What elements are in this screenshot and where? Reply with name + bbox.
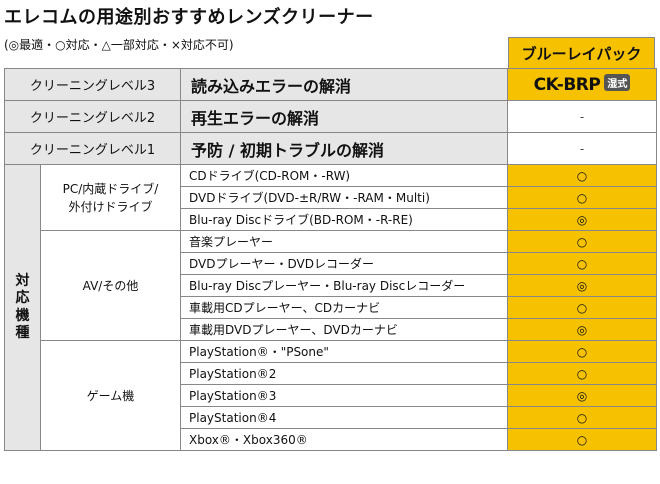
device-name: CDドライブ(CD-ROM・-RW)	[180, 164, 508, 187]
device-row: PlayStation®2 ○	[5, 362, 657, 385]
device-mark: ○	[507, 340, 657, 363]
device-mark: ○	[507, 164, 657, 187]
device-row: Blu-ray Discプレーヤー・Blu-ray Discレコーダー ◎	[5, 274, 657, 297]
device-name: Blu-ray Discプレーヤー・Blu-ray Discレコーダー	[180, 274, 508, 297]
device-name: 車載用DVDプレーヤー、DVDカーナビ	[180, 318, 508, 341]
device-name: 音楽プレーヤー	[180, 230, 508, 253]
device-mark: ○	[507, 406, 657, 429]
side-label: 対応機種	[15, 272, 30, 342]
device-name: Blu-ray Discドライブ(BD-ROM・-R-RE)	[180, 208, 508, 231]
device-row: Xbox®・Xbox360® ○	[5, 428, 657, 451]
recommendation-table: クリーニングレベル3 読み込みエラーの解消 CK-BRP 湿式 クリーニングレベル…	[4, 68, 657, 165]
device-name: PlayStation®3	[180, 384, 508, 407]
category-line2: 外付けドライブ	[68, 199, 153, 214]
level-mark: -	[507, 132, 657, 165]
level-label: クリーニングレベル2	[4, 100, 181, 133]
wet-type-badge: 湿式	[604, 74, 631, 91]
device-mark: ◎	[507, 208, 657, 231]
level-title: 読み込みエラーの解消	[180, 68, 508, 101]
device-table: 対応機種 PC/内蔵ドライブ/ 外付けドライブ CDドライブ(CD-ROM・-R…	[4, 164, 657, 451]
device-mark: ◎	[507, 274, 657, 297]
product-model: CK-BRP	[533, 75, 601, 95]
device-row: PlayStation®3 ◎	[5, 384, 657, 407]
level-label: クリーニングレベル3	[4, 68, 181, 101]
device-name: DVDドライブ(DVD-±R/RW・-RAM・Multi)	[180, 186, 508, 209]
device-row: 車載用CDプレーヤー、CDカーナビ ○	[5, 296, 657, 319]
level-label: クリーニングレベル1	[4, 132, 181, 165]
device-mark: ○	[507, 362, 657, 385]
device-name: Xbox®・Xbox360®	[180, 428, 508, 451]
device-row: DVDドライブ(DVD-±R/RW・-RAM・Multi) ○	[5, 186, 657, 209]
page-title: エレコムの用途別おすすめレンズクリーナー	[4, 7, 374, 28]
device-name: DVDプレーヤー・DVDレコーダー	[180, 252, 508, 275]
level-mark: -	[507, 100, 657, 133]
product-header: ブルーレイパック	[508, 37, 655, 69]
level-row-3: クリーニングレベル3 読み込みエラーの解消 CK-BRP 湿式	[4, 68, 657, 101]
level-title: 予防 / 初期トラブルの解消	[180, 132, 508, 165]
device-row: AV/その他 音楽プレーヤー ○	[5, 230, 657, 341]
level-row-1: クリーニングレベル1 予防 / 初期トラブルの解消 -	[4, 132, 657, 165]
device-row: 対応機種 PC/内蔵ドライブ/ 外付けドライブ CDドライブ(CD-ROM・-R…	[4, 164, 657, 451]
device-name: PlayStation®2	[180, 362, 508, 385]
product-model-cell: CK-BRP 湿式	[507, 68, 657, 101]
category-pc: PC/内蔵ドライブ/ 外付けドライブ	[40, 164, 181, 231]
category-line1: PC/内蔵ドライブ/	[62, 181, 159, 196]
compatible-devices-label: 対応機種	[4, 164, 41, 451]
device-mark: ◎	[507, 318, 657, 341]
category-line1: ゲーム機	[86, 388, 135, 403]
level-row-2: クリーニングレベル2 再生エラーの解消 -	[4, 100, 657, 133]
device-row: DVDプレーヤー・DVDレコーダー ○	[5, 252, 657, 275]
level-title: 再生エラーの解消	[180, 100, 508, 133]
category-game: ゲーム機	[40, 340, 181, 451]
device-row: ゲーム機 PlayStation®・"PSone" ○	[5, 340, 657, 451]
device-name: 車載用CDプレーヤー、CDカーナビ	[180, 296, 508, 319]
device-mark: ○	[507, 296, 657, 319]
category-line1: AV/その他	[82, 278, 139, 293]
category-av: AV/その他	[40, 230, 181, 341]
device-name: PlayStation®・"PSone"	[180, 340, 508, 363]
device-mark: ○	[507, 230, 657, 253]
device-row: PlayStation®4 ○	[5, 406, 657, 429]
device-mark: ○	[507, 186, 657, 209]
device-row: 車載用DVDプレーヤー、DVDカーナビ ◎	[5, 318, 657, 341]
mark-legend: (◎最適・○対応・△一部対応・×対応不可)	[4, 38, 234, 52]
device-mark: ○	[507, 252, 657, 275]
device-name: PlayStation®4	[180, 406, 508, 429]
device-mark: ◎	[507, 384, 657, 407]
device-mark: ○	[507, 428, 657, 451]
